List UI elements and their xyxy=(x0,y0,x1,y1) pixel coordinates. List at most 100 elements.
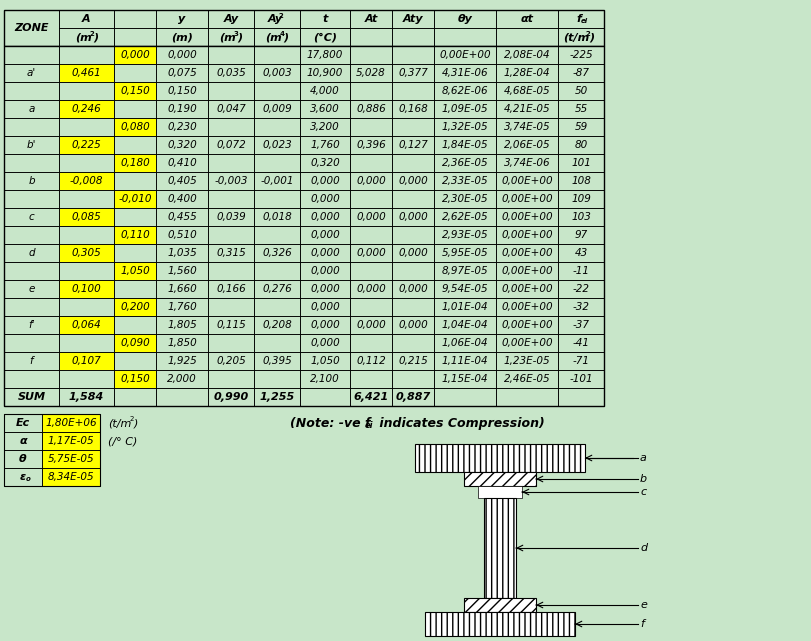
Bar xyxy=(463,472,535,486)
Text: 0,246: 0,246 xyxy=(71,104,101,114)
Bar xyxy=(299,370,350,388)
Text: 0,00E+00: 0,00E+00 xyxy=(500,302,552,312)
Text: ): ) xyxy=(589,32,594,42)
Text: Ay: Ay xyxy=(267,14,282,24)
Bar xyxy=(4,136,59,154)
Bar xyxy=(4,316,59,334)
Bar xyxy=(208,190,254,208)
Bar xyxy=(208,334,254,352)
Text: 0,000: 0,000 xyxy=(310,248,340,258)
Bar xyxy=(208,154,254,172)
Text: 0,000: 0,000 xyxy=(397,320,427,330)
Text: -101: -101 xyxy=(569,374,592,384)
Text: A: A xyxy=(82,14,91,24)
Bar xyxy=(350,190,392,208)
Bar xyxy=(392,190,433,208)
Text: 0,461: 0,461 xyxy=(71,68,101,78)
Text: 0,000: 0,000 xyxy=(310,212,340,222)
Bar xyxy=(4,468,42,486)
Bar xyxy=(433,370,496,388)
Bar xyxy=(392,352,433,370)
Bar xyxy=(59,64,114,82)
Bar xyxy=(350,334,392,352)
Bar xyxy=(59,190,114,208)
Text: 1,925: 1,925 xyxy=(167,356,196,366)
Text: 0,000: 0,000 xyxy=(356,284,385,294)
Text: d: d xyxy=(639,543,646,553)
Text: 0,320: 0,320 xyxy=(310,158,340,168)
Text: (m: (m xyxy=(219,32,236,42)
Text: -0,001: -0,001 xyxy=(260,176,294,186)
Bar xyxy=(433,334,496,352)
Text: 9,54E-05: 9,54E-05 xyxy=(441,284,487,294)
Bar xyxy=(59,46,114,64)
Bar xyxy=(59,280,114,298)
Text: b: b xyxy=(28,176,35,186)
Text: -37: -37 xyxy=(572,320,589,330)
Text: 0,168: 0,168 xyxy=(397,104,427,114)
Bar xyxy=(557,334,603,352)
Text: 0,000: 0,000 xyxy=(120,50,150,60)
Bar xyxy=(254,172,299,190)
Text: 0,003: 0,003 xyxy=(262,68,291,78)
Text: 0,455: 0,455 xyxy=(167,212,196,222)
Bar xyxy=(557,100,603,118)
Bar xyxy=(463,598,535,612)
Bar xyxy=(4,208,59,226)
Text: 1,09E-05: 1,09E-05 xyxy=(441,104,487,114)
Bar xyxy=(114,262,156,280)
Bar xyxy=(350,100,392,118)
Bar xyxy=(557,352,603,370)
Text: 0,100: 0,100 xyxy=(71,284,101,294)
Bar xyxy=(433,100,496,118)
Bar xyxy=(4,46,59,64)
Text: 0,127: 0,127 xyxy=(397,140,427,150)
Text: -22: -22 xyxy=(572,284,589,294)
Bar xyxy=(156,208,208,226)
Bar xyxy=(208,352,254,370)
Bar xyxy=(433,352,496,370)
Text: 3,74E-06: 3,74E-06 xyxy=(503,158,550,168)
Text: 0,000: 0,000 xyxy=(310,302,340,312)
Text: 4,31E-06: 4,31E-06 xyxy=(441,68,487,78)
Bar xyxy=(350,298,392,316)
Bar xyxy=(299,100,350,118)
Bar xyxy=(350,226,392,244)
Bar xyxy=(350,262,392,280)
Text: 0,000: 0,000 xyxy=(397,248,427,258)
Text: e: e xyxy=(28,284,35,294)
Bar xyxy=(114,280,156,298)
Text: 2: 2 xyxy=(89,31,94,37)
Bar xyxy=(208,280,254,298)
Text: 0,887: 0,887 xyxy=(395,392,430,402)
Bar xyxy=(299,10,350,28)
Text: -0,008: -0,008 xyxy=(70,176,103,186)
Bar xyxy=(299,82,350,100)
Bar xyxy=(59,226,114,244)
Text: 1,17E-05: 1,17E-05 xyxy=(48,436,94,446)
Text: 1,80E+06: 1,80E+06 xyxy=(45,418,97,428)
Bar xyxy=(496,298,557,316)
Text: 2,93E-05: 2,93E-05 xyxy=(441,230,487,240)
Bar xyxy=(557,190,603,208)
Bar xyxy=(114,370,156,388)
Bar xyxy=(114,298,156,316)
Bar xyxy=(4,172,59,190)
Text: 0,320: 0,320 xyxy=(167,140,196,150)
Bar xyxy=(254,388,299,406)
Bar xyxy=(254,280,299,298)
Bar xyxy=(114,334,156,352)
Bar xyxy=(156,172,208,190)
Bar xyxy=(496,388,557,406)
Bar xyxy=(208,118,254,136)
Text: 2,46E-05: 2,46E-05 xyxy=(503,374,550,384)
Text: 97: 97 xyxy=(573,230,587,240)
Bar xyxy=(299,316,350,334)
Bar xyxy=(350,64,392,82)
Bar xyxy=(208,172,254,190)
Text: (°C): (°C) xyxy=(312,32,337,42)
Text: 0,180: 0,180 xyxy=(120,158,150,168)
Bar xyxy=(392,28,433,46)
Text: 0,276: 0,276 xyxy=(262,284,291,294)
Bar xyxy=(254,28,299,46)
